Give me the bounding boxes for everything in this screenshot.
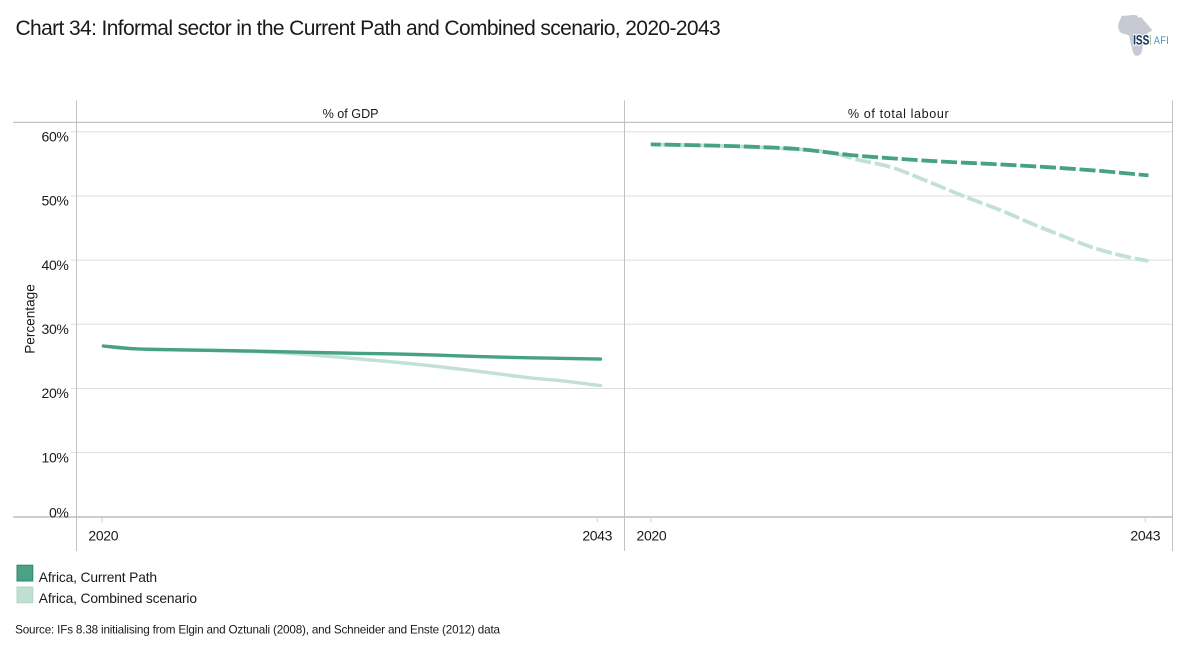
svg-text:2020: 2020 xyxy=(637,527,667,543)
svg-text:Source: IFs 8.38 initialising: Source: IFs 8.38 initialising from Elgin… xyxy=(15,624,500,637)
svg-text:40%: 40% xyxy=(42,257,69,273)
svg-text:Chart 34: Informal sector in t: Chart 34: Informal sector in the Current… xyxy=(16,17,721,40)
svg-text:30%: 30% xyxy=(42,321,69,337)
svg-text:% of total labour: % of total labour xyxy=(848,107,950,121)
svg-text:50%: 50% xyxy=(42,193,69,209)
svg-text:2020: 2020 xyxy=(88,527,118,543)
svg-text:10%: 10% xyxy=(42,449,69,465)
svg-text:Percentage: Percentage xyxy=(23,284,38,354)
svg-text:2043: 2043 xyxy=(1130,527,1160,543)
svg-text:AFI: AFI xyxy=(1154,35,1169,47)
svg-text:Africa, Combined scenario: Africa, Combined scenario xyxy=(39,591,198,606)
svg-text:ISS: ISS xyxy=(1133,33,1149,48)
svg-text:0%: 0% xyxy=(49,504,69,520)
svg-text:60%: 60% xyxy=(42,129,69,145)
svg-text:20%: 20% xyxy=(42,385,69,401)
svg-text:2043: 2043 xyxy=(582,527,612,543)
svg-text:% of GDP: % of GDP xyxy=(323,107,379,121)
svg-text:Africa, Current Path: Africa, Current Path xyxy=(39,570,157,585)
svg-text:ISS: ISS xyxy=(1133,33,1149,48)
